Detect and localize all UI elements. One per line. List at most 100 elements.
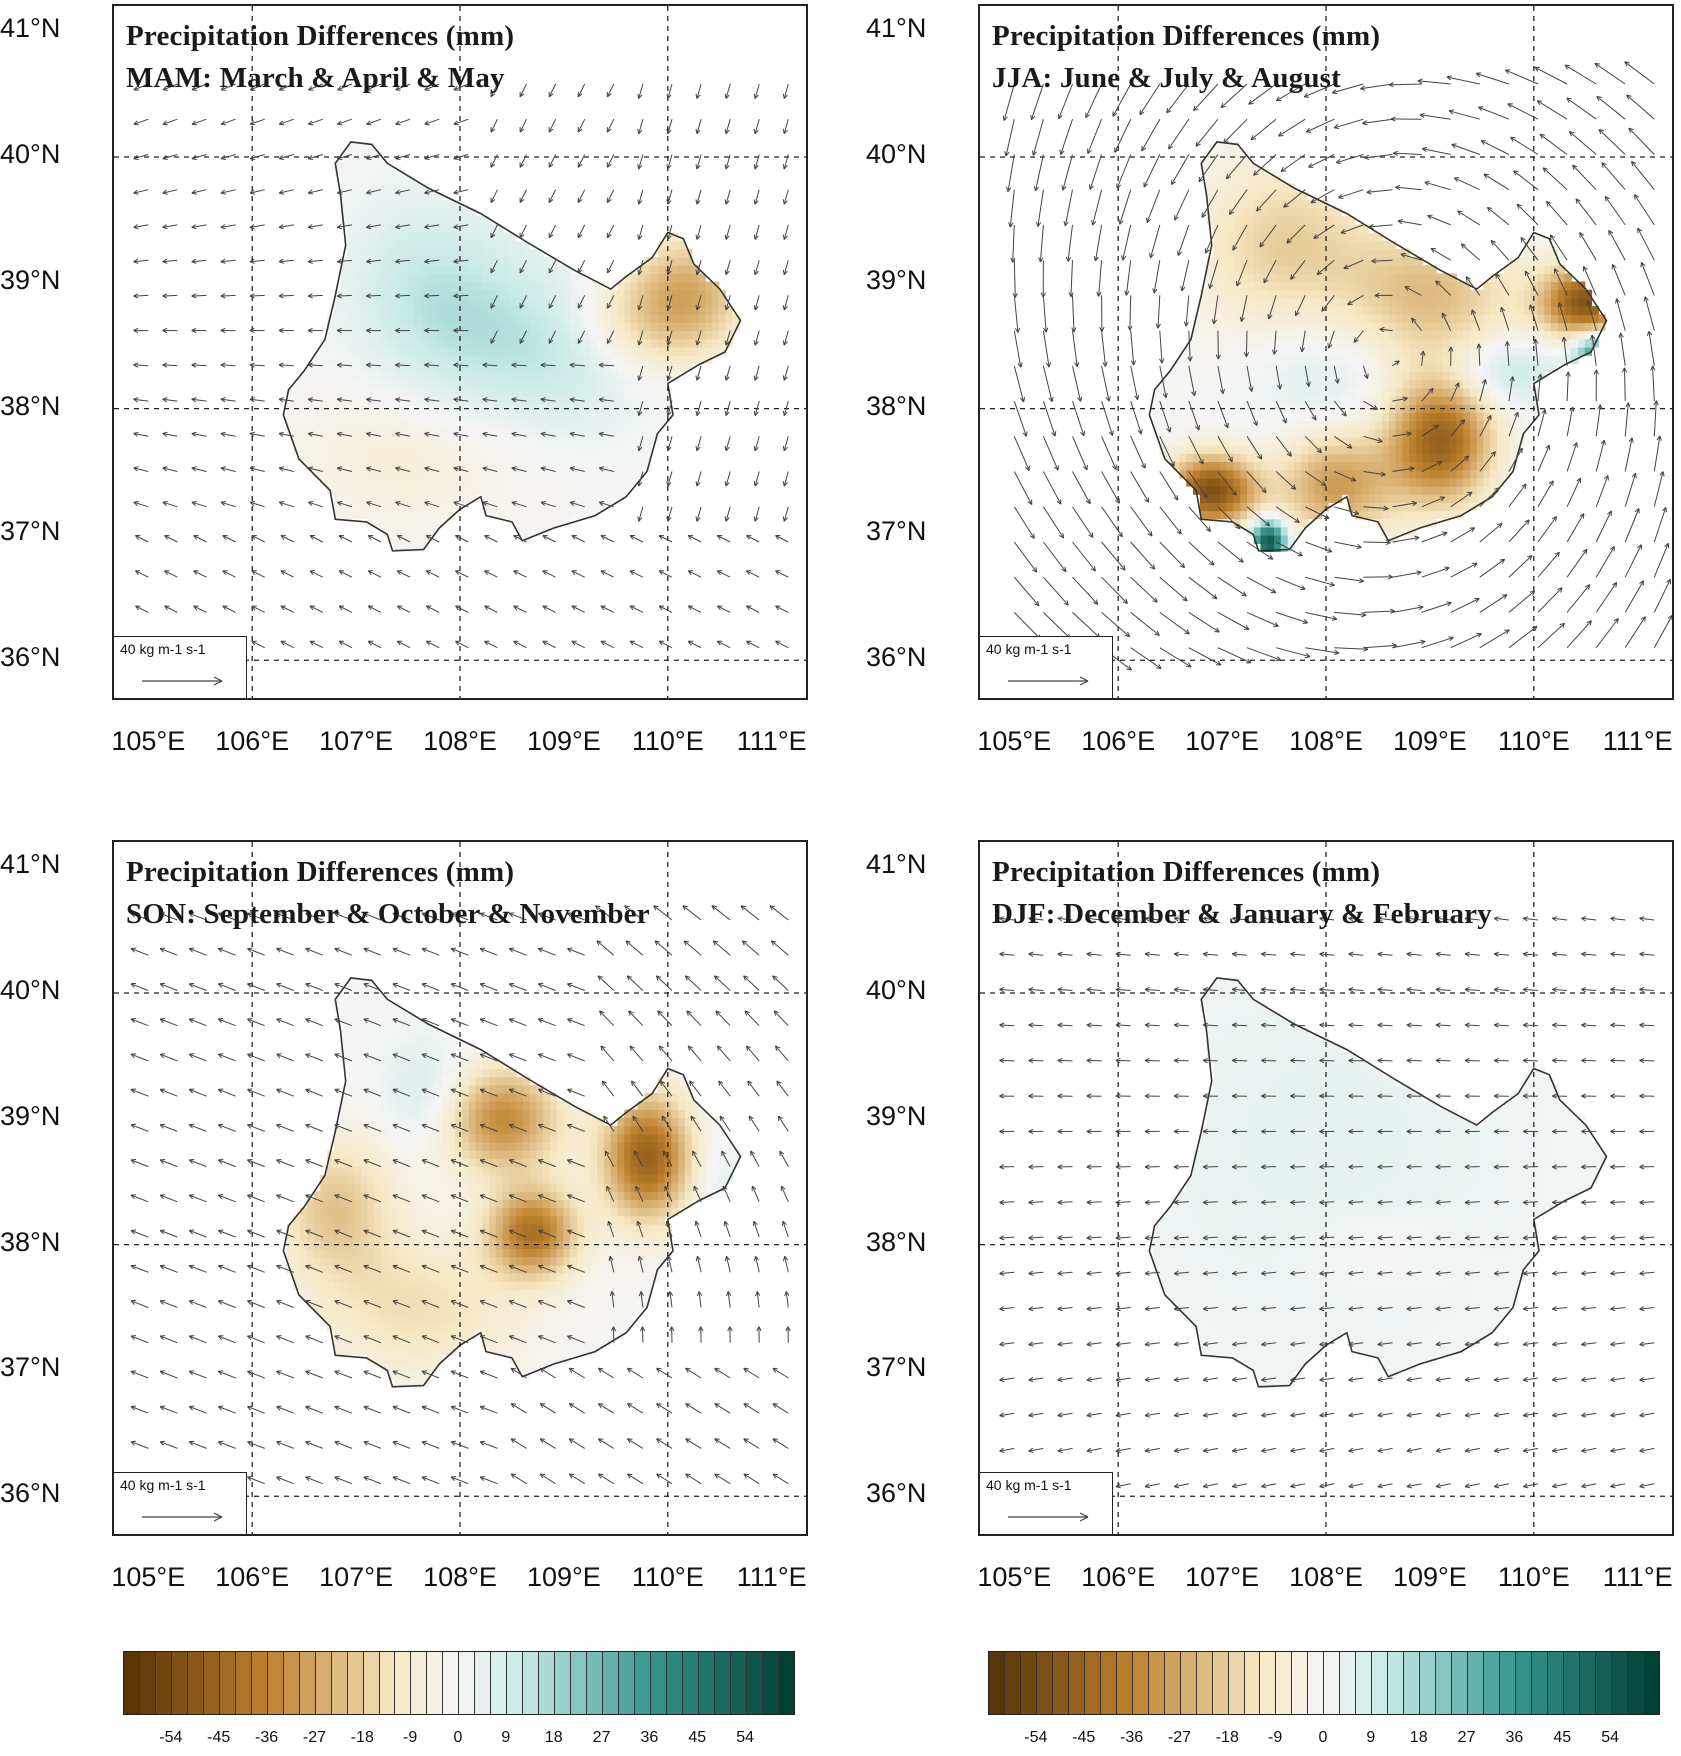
lat-label: 37°N bbox=[866, 1352, 927, 1383]
colorbar-swatch bbox=[411, 1652, 428, 1714]
wind-vectors bbox=[130, 905, 791, 1485]
region-boundary bbox=[1148, 977, 1608, 1388]
colorbar-swatch bbox=[1404, 1652, 1421, 1714]
lon-label: 107°E bbox=[319, 726, 394, 756]
colorbar-swatch bbox=[539, 1652, 556, 1714]
colorbar-tick-label: 9 bbox=[501, 1729, 511, 1746]
precip-shading bbox=[286, 978, 740, 1388]
reference-vector-label: 40 kg m-1 s-1 bbox=[120, 641, 206, 657]
map-panel-mam: 41°N 40°N 39°N 38°N 37°N 36°N 105°E 106°E 107°E 1… bbox=[0, 4, 808, 784]
colorbar-swatch bbox=[778, 1652, 794, 1714]
reference-vector-label: 40 kg m-1 s-1 bbox=[986, 1477, 1072, 1493]
panel-subtitle: JJA: June & July & August bbox=[992, 62, 1342, 94]
region-boundary bbox=[282, 141, 742, 552]
colorbar-swatch bbox=[1052, 1652, 1069, 1714]
lon-label: 106°E bbox=[1081, 1562, 1156, 1592]
colorbar-swatch bbox=[1308, 1652, 1325, 1714]
colorbar-tick-label: -54 bbox=[159, 1729, 183, 1746]
lon-label: 111°E bbox=[736, 1562, 807, 1592]
lat-label: 39°N bbox=[0, 1100, 61, 1131]
panel-subtitle: DJF: December & January & February bbox=[992, 898, 1492, 930]
lat-label: 36°N bbox=[0, 1478, 61, 1509]
colorbar-tick-label: -9 bbox=[1268, 1729, 1283, 1746]
region-boundary bbox=[1148, 141, 1608, 552]
reference-vector-box: 40 kg m-1 s-1 bbox=[980, 1472, 1113, 1534]
lon-label: 105°E bbox=[111, 1562, 186, 1592]
reference-vector-arrow-icon bbox=[142, 676, 223, 686]
precip-shading bbox=[286, 142, 740, 552]
precipitation-map bbox=[980, 6, 1672, 698]
lat-label: 41°N bbox=[0, 849, 61, 880]
colorbar-tick-label: -54 bbox=[1024, 1729, 1048, 1746]
colorbar-swatch bbox=[1324, 1652, 1341, 1714]
wind-vectors bbox=[999, 916, 1655, 1489]
colorbar-swatch bbox=[698, 1652, 715, 1714]
colorbar-swatch bbox=[443, 1652, 460, 1714]
colorbar-swatch bbox=[203, 1652, 220, 1714]
colorbar-tick-label: 54 bbox=[736, 1729, 755, 1746]
lat-label: 39°N bbox=[866, 1100, 927, 1131]
colorbar-swatch bbox=[989, 1652, 1005, 1714]
colorbar-swatch bbox=[347, 1652, 364, 1714]
lon-label: 111°E bbox=[1602, 1562, 1673, 1592]
lon-label: 105°E bbox=[977, 1562, 1052, 1592]
colorbar-swatch bbox=[315, 1652, 332, 1714]
colorbar-swatch bbox=[1500, 1652, 1516, 1714]
colorbar-swatch bbox=[187, 1652, 204, 1714]
colorbar-swatch bbox=[555, 1652, 572, 1714]
colorbar-tick-label: 27 bbox=[1457, 1729, 1476, 1746]
lon-label: 108°E bbox=[423, 726, 497, 756]
reference-vector-box: 40 kg m-1 s-1 bbox=[980, 636, 1113, 698]
panel-subtitle: SON: September & October & November bbox=[126, 898, 650, 930]
colorbar-swatch bbox=[666, 1652, 683, 1714]
colorbar-swatch bbox=[475, 1652, 492, 1714]
lat-label: 36°N bbox=[0, 642, 61, 673]
colorbar-swatch bbox=[1579, 1652, 1596, 1714]
lon-label: 108°E bbox=[1289, 1562, 1363, 1592]
colorbar-swatch bbox=[1036, 1652, 1053, 1714]
colorbar-swatch bbox=[1452, 1652, 1469, 1714]
colorbar-swatch bbox=[1611, 1652, 1628, 1714]
lon-label: 106°E bbox=[215, 1562, 290, 1592]
colorbar-swatch bbox=[1116, 1652, 1133, 1714]
colorbar-tick-label: -45 bbox=[1072, 1729, 1096, 1746]
colorbar-swatch bbox=[1228, 1652, 1245, 1714]
colorbar-swatch bbox=[1595, 1652, 1612, 1714]
colorbar-tick-label: 45 bbox=[688, 1729, 707, 1746]
colorbar-swatch bbox=[619, 1652, 635, 1714]
lon-label: 110°E bbox=[1497, 726, 1570, 756]
colorbar-tick-label: 9 bbox=[1366, 1729, 1376, 1746]
lat-label: 41°N bbox=[866, 13, 927, 44]
lat-label: 37°N bbox=[866, 516, 927, 547]
reference-vector-arrow-icon bbox=[1008, 676, 1089, 686]
colorbar-swatch bbox=[682, 1652, 699, 1714]
panel-title: Precipitation Differences (mm) bbox=[126, 856, 515, 888]
colorbar-tick-label: 18 bbox=[544, 1729, 563, 1746]
colorbar-swatch bbox=[283, 1652, 300, 1714]
lat-label: 37°N bbox=[0, 516, 61, 547]
lat-label: 38°N bbox=[866, 390, 927, 421]
colorbar-right: -54 -45 -36 -27 -18 -9 0 9 18 27 36 45 54 bbox=[988, 1651, 1660, 1746]
precipitation-map bbox=[980, 842, 1672, 1534]
colorbar-tick-label: -27 bbox=[1167, 1729, 1191, 1746]
colorbar-swatch bbox=[155, 1652, 172, 1714]
colorbar-tick-label: -9 bbox=[403, 1729, 418, 1746]
colorbar-swatch bbox=[139, 1652, 156, 1714]
reference-vector-box: 40 kg m-1 s-1 bbox=[114, 1472, 247, 1534]
colorbar-tick-label: 0 bbox=[453, 1729, 463, 1746]
region-boundary bbox=[282, 977, 742, 1388]
lon-label: 109°E bbox=[1392, 726, 1467, 756]
lon-label: 109°E bbox=[526, 1562, 601, 1592]
colorbar-tick-label: 36 bbox=[1505, 1729, 1524, 1746]
colorbar-swatch bbox=[507, 1652, 524, 1714]
colorbar-swatch bbox=[1100, 1652, 1117, 1714]
colorbar-swatch bbox=[1164, 1652, 1181, 1714]
colorbar-tick-label: 45 bbox=[1553, 1729, 1572, 1746]
colorbar-swatch bbox=[1340, 1652, 1357, 1714]
lon-label: 106°E bbox=[215, 726, 290, 756]
reference-vector-arrow-icon bbox=[1008, 1512, 1089, 1522]
lon-label: 107°E bbox=[1185, 726, 1260, 756]
lon-label: 110°E bbox=[631, 1562, 704, 1592]
map-frame: Precipitation Differences (mm) JJA: June … bbox=[978, 4, 1674, 700]
lat-label: 38°N bbox=[0, 1226, 61, 1257]
